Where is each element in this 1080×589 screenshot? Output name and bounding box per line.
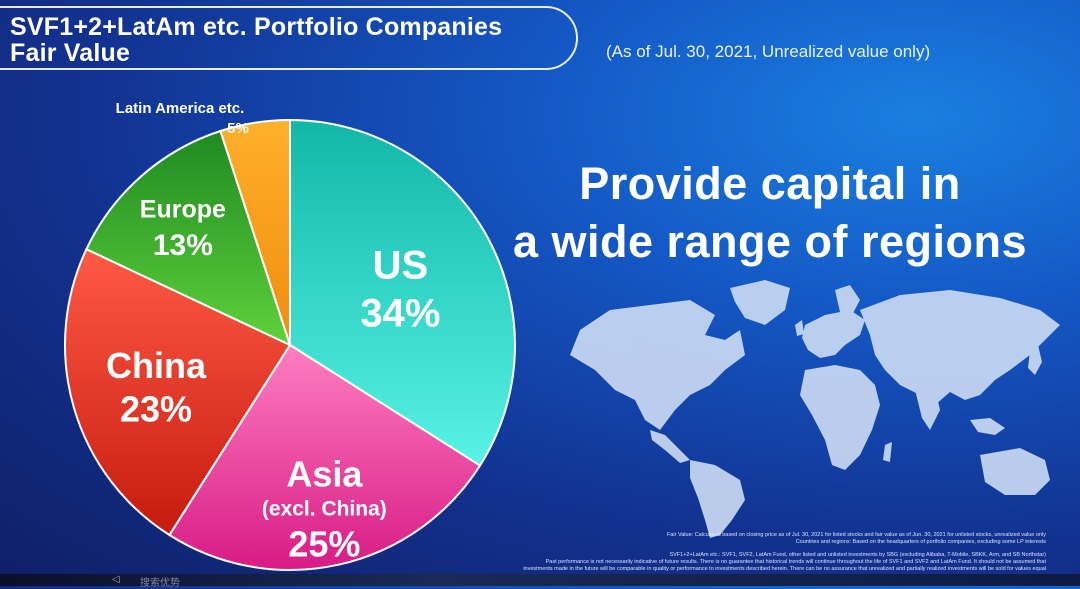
pie-label-name-china: China xyxy=(106,345,207,386)
as-of-note: (As of Jul. 30, 2021, Unrealized value o… xyxy=(606,42,931,61)
bottom-strip xyxy=(0,574,1080,586)
pie-slice-china xyxy=(64,247,292,537)
title-line-1: SVF1+2+LatAm etc. Portfolio Companies xyxy=(10,13,503,41)
pie-label-value-china: 23% xyxy=(120,389,192,430)
headline-line-1: Provide capital in xyxy=(579,158,961,209)
pie-label-value-latin-america-etc: 5% xyxy=(227,120,249,137)
title-line-2: Fair Value xyxy=(10,39,131,67)
back-arrow-icon[interactable]: ◁ xyxy=(112,574,120,585)
bottom-strip-text: 搜索优势 xyxy=(140,578,180,589)
pie-label-value-asia: 25% xyxy=(288,524,360,565)
pie-slice-asia xyxy=(168,343,482,571)
pie-label-value-us: 34% xyxy=(360,291,440,335)
title-box xyxy=(0,6,578,70)
world-map-icon xyxy=(570,280,1060,538)
footnote-2: Countries and regions: Based on the head… xyxy=(795,539,1046,545)
pie-label-name-us: US xyxy=(373,243,429,287)
pie-label-value-europe: 13% xyxy=(153,229,213,262)
pie-label-sublabel-asia: (excl. China) xyxy=(262,498,387,521)
page-title: SVF1+2+LatAm etc. Portfolio Companies Fa… xyxy=(10,14,580,66)
pie-slice-europe xyxy=(85,129,292,347)
footnote-5: investments made in the future will be c… xyxy=(523,566,1046,572)
pie-label-name-asia: Asia xyxy=(286,454,363,495)
headline-line-2: a wide range of regions xyxy=(512,216,1028,267)
footnote-1: Fair Value: Calculated based on closing … xyxy=(666,532,1046,538)
pie-label-name-europe: Europe xyxy=(140,195,226,223)
pie-slice-latin-america-etc xyxy=(219,118,291,346)
headline: Provide capital in a wide range of regio… xyxy=(470,155,1070,271)
footnote-4: Past performance is not necessarily indi… xyxy=(545,559,1046,565)
pie-label-name-latin-america-etc: Latin America etc. xyxy=(116,100,245,117)
pie-slice-us xyxy=(289,118,516,467)
footnote-3: SVF1+2+LatAm etc.: SVF1, SVF2, LatAm Fun… xyxy=(669,552,1046,558)
